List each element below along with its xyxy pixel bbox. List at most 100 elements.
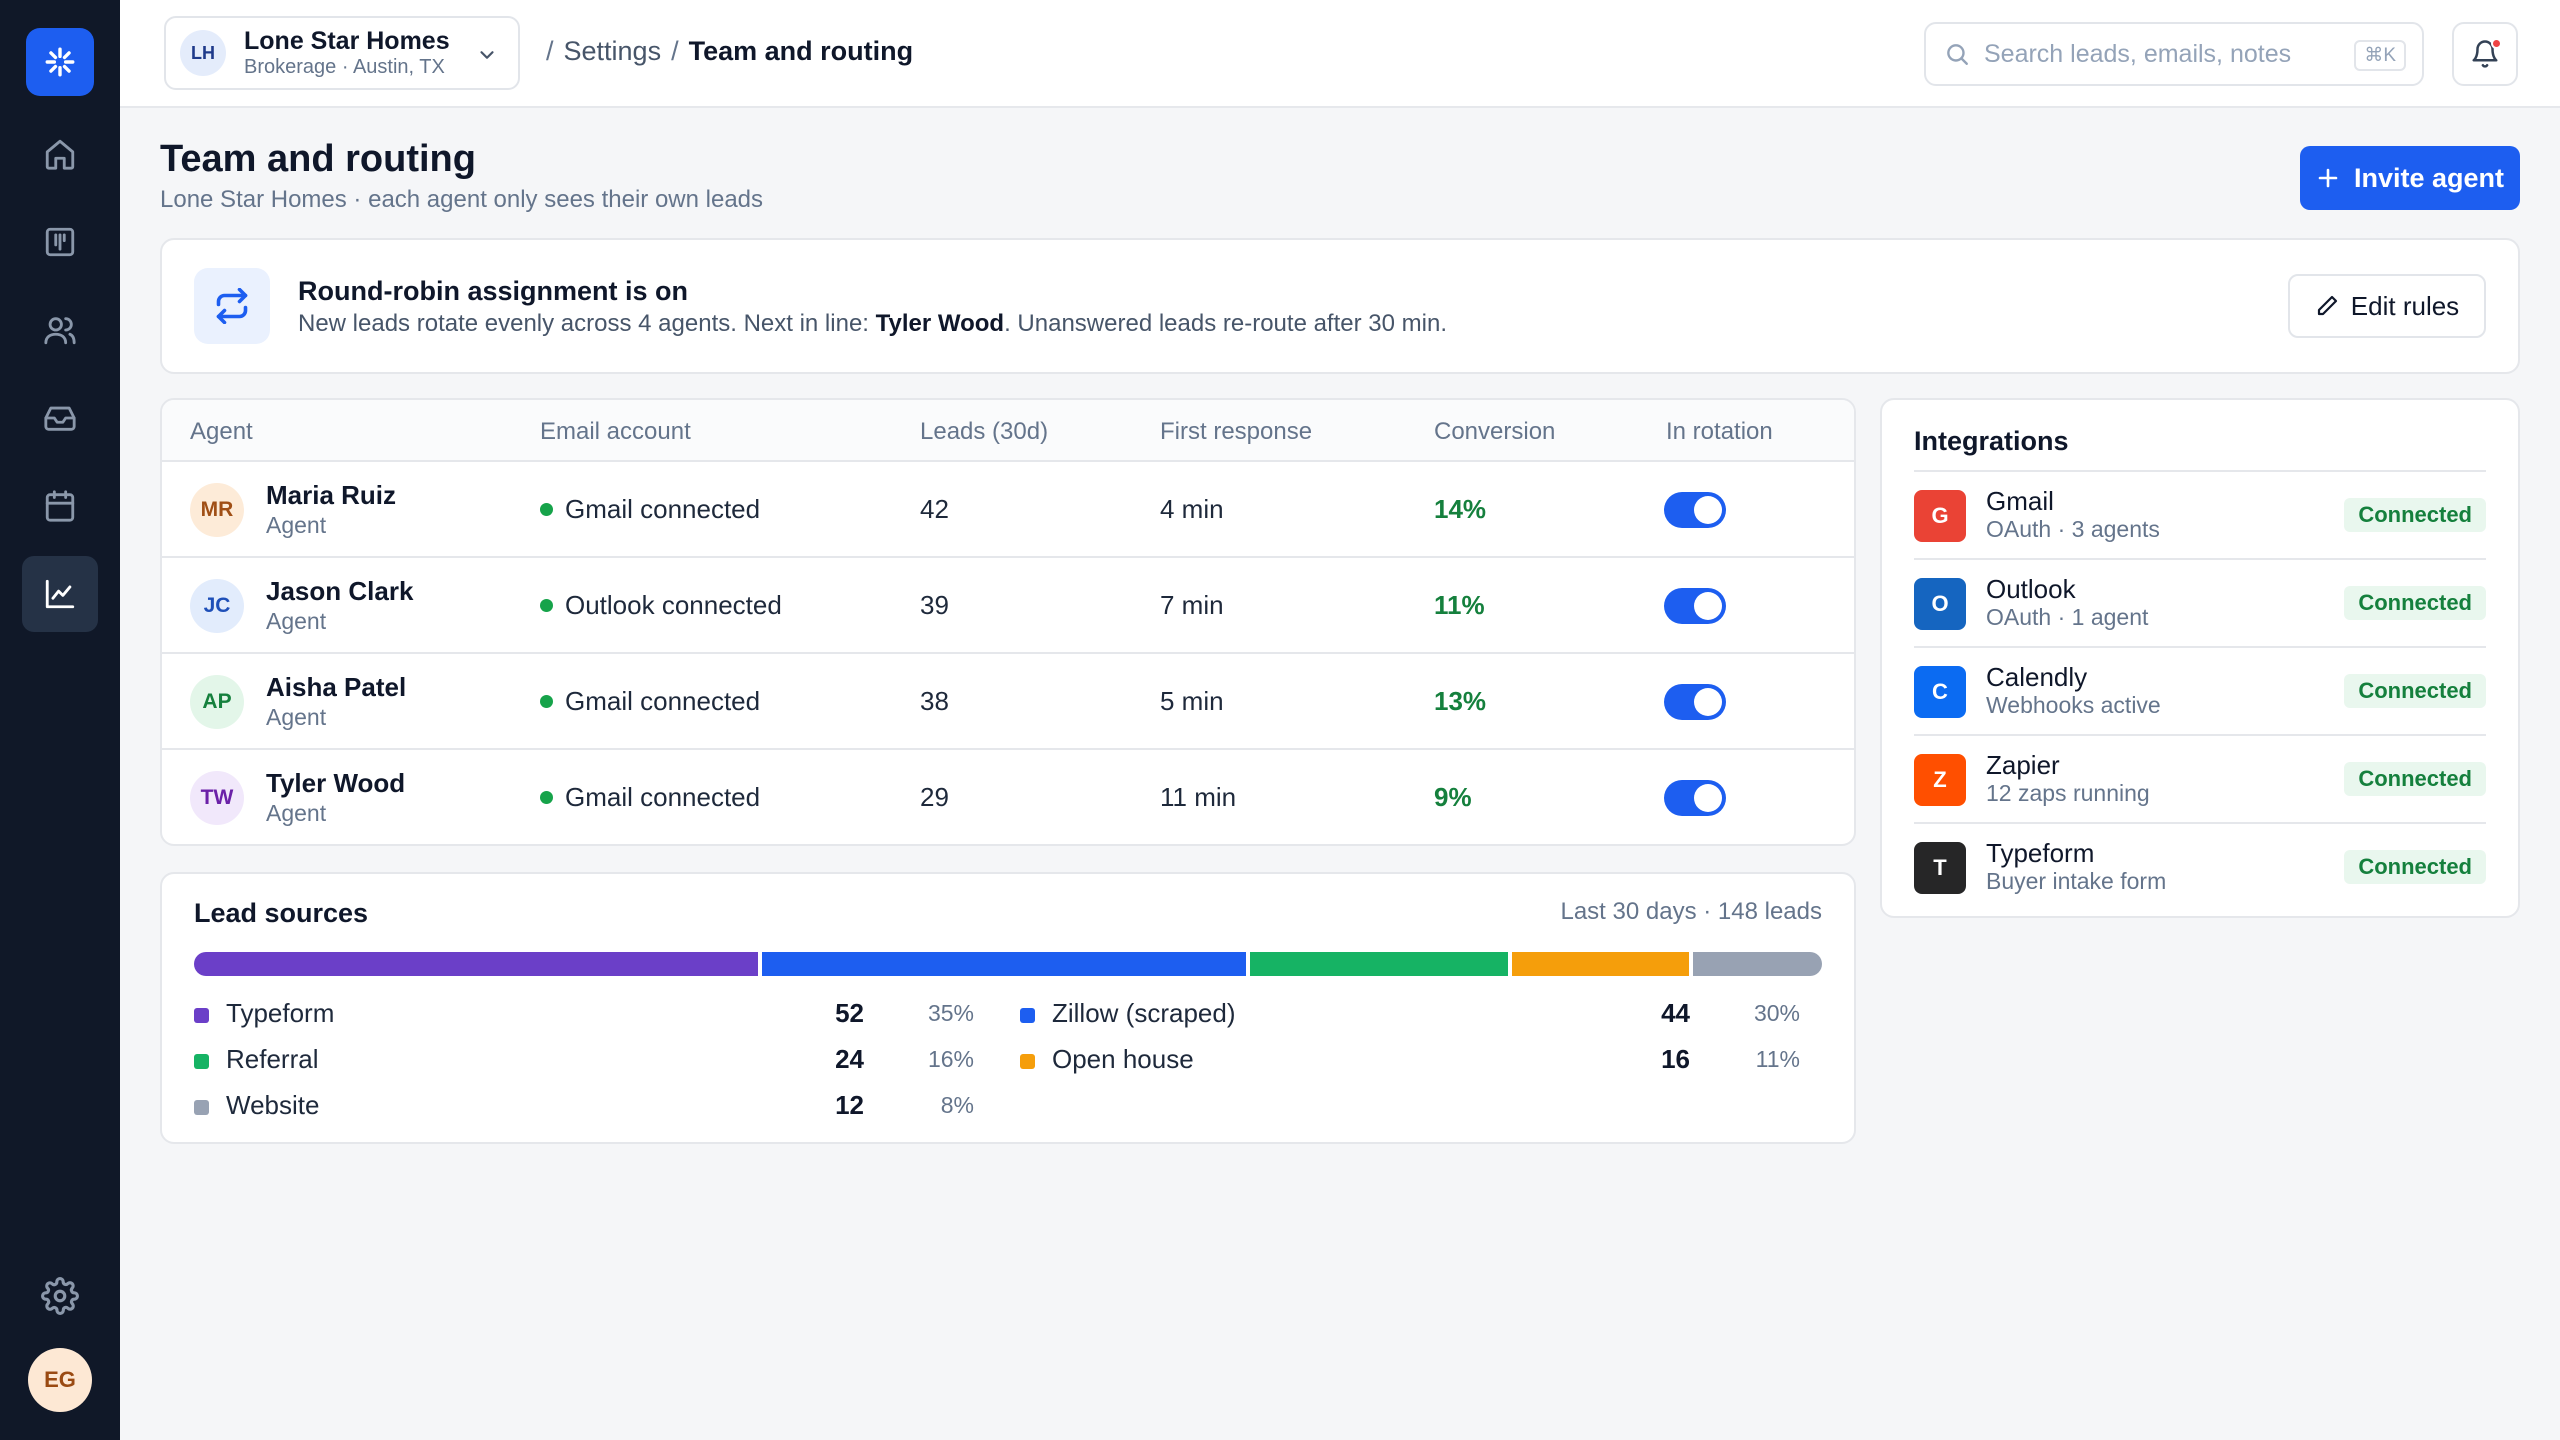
col-email-account: Email account [540,418,691,445]
spark-logo-icon [45,47,75,77]
table-row[interactable]: TW Tyler Wood Agent Gmail connected 29 11 min… [162,750,1854,844]
source-legend-item: Referral 24 16% [194,1040,974,1080]
agent-name[interactable]: Maria Ruiz [266,480,397,510]
org-badge: LH [180,30,226,76]
email-account-label: Gmail connected [565,782,761,812]
repeat-icon [194,268,270,344]
source-name: Typeform [226,998,335,1028]
rotation-toggle[interactable] [1664,588,1726,624]
table-row[interactable]: MR Maria Ruiz Agent Gmail connected 42 4 min 1… [162,462,1854,558]
breadcrumb-current: Team and routing [688,36,914,66]
email-account-status: Gmail connected [540,686,760,717]
legend-swatch [1020,1054,1035,1069]
pencil-icon [2317,295,2337,316]
edit-rules-button[interactable]: Edit rules [2288,274,2486,338]
integration-item[interactable]: G Gmail OAuth · 3 agents Connected [1914,472,2486,560]
users-icon [44,317,76,345]
agent-name[interactable]: Aisha Patel [266,672,407,702]
source-count: 44 [1661,998,1690,1028]
search-box[interactable]: ⌘K [1924,22,2424,86]
leads-count: 38 [920,686,949,716]
email-account-label: Gmail connected [565,494,761,524]
banner-desc-prefix: New leads rotate evenly across 4 agents.… [298,310,876,337]
integrations-card: Integrations G Gmail OAuth · 3 agents Conne… [1880,398,2520,918]
integration-item[interactable]: O Outlook OAuth · 1 agent Connected [1914,560,2486,648]
source-bar-segment [1249,952,1508,976]
agent-role: Agent [266,704,327,730]
leads-count: 29 [920,782,949,812]
email-account-status: Gmail connected [540,494,760,525]
app-logo[interactable] [26,28,94,96]
leads-count: 42 [920,494,949,524]
source-name: Zillow (scraped) [1052,998,1236,1028]
lead-sources-meta: Last 30 days · 148 leads [1560,898,1822,925]
edit-rules-label: Edit rules [2350,290,2460,321]
sidebar-nav [22,116,98,632]
nav-inbox[interactable] [22,380,98,456]
integration-logo-icon: G [1914,490,1966,542]
integration-item[interactable]: T Typeform Buyer intake form Connected [1914,824,2486,912]
gear-icon [41,1277,79,1315]
source-percent: 16% [927,1046,974,1072]
first-response-time: 11 min [1160,782,1237,812]
first-response-time: 7 min [1160,590,1224,620]
breadcrumb: / Settings / Team and routing [546,36,913,67]
source-legend-item: Typeform 52 35% [194,994,974,1034]
first-response-time: 5 min [1160,686,1224,716]
nav-home[interactable] [22,116,98,192]
rotation-toggle[interactable] [1664,492,1726,528]
chevron-down-icon [476,44,498,71]
integration-detail: OAuth · 1 agent [1986,604,2149,630]
rotation-toggle[interactable] [1664,684,1726,720]
agent-name[interactable]: Jason Clark [266,576,414,606]
integrations-title: Integrations [1914,426,2069,456]
search-input[interactable] [1984,39,2344,69]
source-count: 52 [835,998,864,1028]
table-row[interactable]: AP Aisha Patel Agent Gmail connected 38 5 min… [162,654,1854,750]
integration-item[interactable]: Z Zapier 12 zaps running Connected [1914,736,2486,824]
source-percent: 35% [927,1000,974,1026]
nav-reports[interactable] [22,556,98,632]
nav-calendar[interactable] [22,468,98,544]
org-switcher[interactable]: LH Lone Star Homes Brokerage · Austin, T… [164,16,520,90]
legend-swatch [194,1100,209,1115]
email-account-status: Outlook connected [540,590,782,621]
inbox-icon [44,406,76,431]
breadcrumb-settings[interactable]: Settings [563,36,662,66]
lead-sources-bar [194,952,1822,976]
nav-board[interactable] [22,204,98,280]
table-row[interactable]: JC Jason Clark Agent Outlook connected 39 7 m… [162,558,1854,654]
agent-avatar: MR [190,483,244,537]
settings-button[interactable] [41,1277,79,1320]
integration-detail: 12 zaps running [1986,780,2150,806]
col-first-response: First response [1160,418,1313,445]
notifications-button[interactable] [2452,22,2518,86]
org-name: Lone Star Homes [244,27,450,55]
lead-sources-title: Lead sources [194,898,369,928]
status-dot [540,503,553,516]
integration-logo-icon: T [1914,842,1966,894]
rotation-toggle[interactable] [1664,780,1726,816]
nav-contacts[interactable] [22,292,98,368]
conversion-rate: 13% [1434,686,1487,716]
user-avatar[interactable]: EG [28,1348,92,1412]
banner-desc-suffix: . Unanswered leads re-route after 30 min… [1004,310,1447,337]
org-subtitle: Brokerage · Austin, TX [244,56,445,78]
source-name: Open house [1052,1044,1194,1074]
invite-agent-button[interactable]: Invite agent [2300,146,2520,210]
source-count: 24 [835,1044,864,1074]
source-legend-item: Website 12 8% [194,1086,974,1126]
source-bar-segment [1511,952,1689,976]
topbar: LH Lone Star Homes Brokerage · Austin, T… [120,0,2560,108]
status-badge: Connected [2344,850,2486,884]
integration-detail: Webhooks active [1986,692,2161,718]
agent-name[interactable]: Tyler Wood [266,768,406,798]
source-count: 12 [835,1090,864,1120]
search-icon [1947,44,1968,65]
source-percent: 8% [940,1092,974,1118]
agent-role: Agent [266,608,327,634]
status-badge: Connected [2344,498,2486,532]
source-bar-segment [762,952,1246,976]
source-legend-item: Zillow (scraped) 44 30% [1020,994,1800,1034]
integration-item[interactable]: C Calendly Webhooks active Connected [1914,648,2486,736]
